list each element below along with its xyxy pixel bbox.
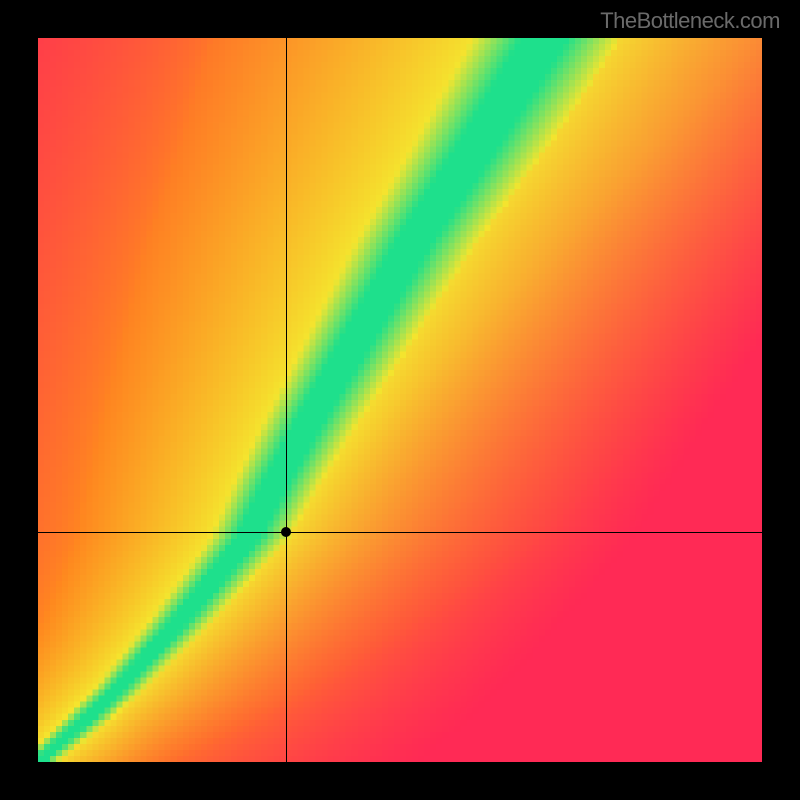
crosshair-vertical [286, 38, 287, 762]
crosshair-horizontal [38, 532, 762, 533]
plot-area [38, 38, 762, 762]
marker-dot [281, 527, 291, 537]
watermark-text: TheBottleneck.com [600, 8, 780, 34]
heatmap-canvas [38, 38, 762, 762]
